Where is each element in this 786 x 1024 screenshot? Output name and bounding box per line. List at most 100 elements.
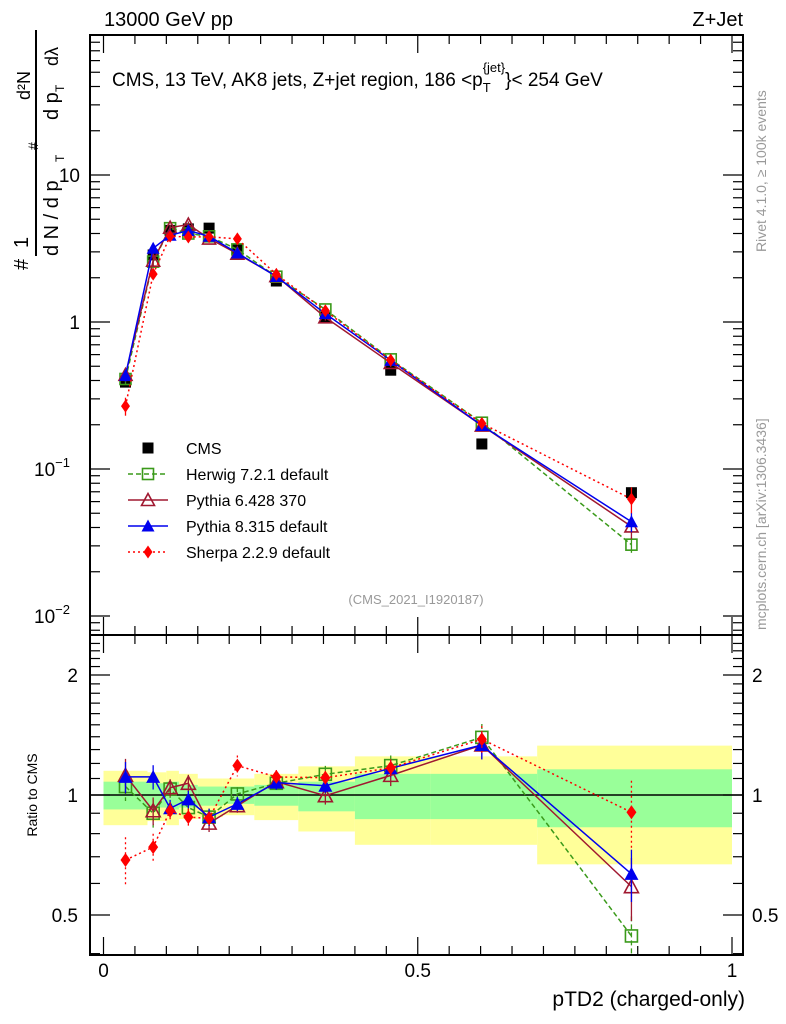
header-left: 13000 GeV pp: [104, 9, 233, 31]
data-point: [320, 304, 330, 318]
data-point: [477, 416, 487, 430]
y-tick-exponent: −2: [55, 602, 70, 617]
data-point: [232, 232, 242, 246]
data-point: [141, 519, 155, 532]
stat-uncertainty-band: [537, 769, 732, 828]
svg-text:T: T: [53, 154, 67, 162]
data-point: [146, 241, 160, 254]
data-point: [141, 467, 155, 481]
data-point: [382, 766, 400, 783]
x-tick-label: 0: [98, 961, 109, 982]
data-point: [271, 267, 281, 281]
data-point: [476, 732, 487, 747]
data-point: [203, 222, 215, 234]
data-point: [476, 438, 488, 450]
data-point: [230, 796, 245, 810]
data-point: [624, 515, 638, 528]
ratio-y-tick-label-right: 2: [752, 666, 763, 687]
analysis-id: (CMS_2021_I1920187): [348, 592, 483, 607]
legend-label: Pythia 6.428 370: [186, 493, 306, 510]
data-point: [120, 399, 130, 413]
legend-item: Herwig 7.2.1 default: [128, 467, 329, 484]
series-sherpa-2-2-9-default: [120, 229, 637, 887]
data-point: [204, 230, 214, 244]
data-point: [181, 223, 195, 236]
ratio-y-axis-label: Ratio to CMS: [24, 753, 40, 836]
svg-text:d p: d p: [41, 92, 63, 120]
x-tick-label: 0.5: [405, 961, 431, 982]
data-point: [232, 758, 243, 773]
data-point: [161, 779, 179, 795]
data-point: [118, 368, 132, 381]
y-tick-label: 10: [59, 166, 80, 187]
stat-uncertainty-band: [430, 773, 538, 820]
ratio-uncertainty-bands: [90, 745, 743, 865]
data-point: [385, 760, 396, 775]
legend-item: Pythia 8.315 default: [128, 519, 328, 536]
data-point: [625, 538, 638, 551]
data-point: [120, 852, 131, 867]
data-point: [142, 442, 154, 454]
y-tick-label: 10−2: [34, 602, 70, 628]
svg-text:dλ: dλ: [42, 47, 62, 66]
y-tick-exponent: −1: [55, 455, 70, 470]
svg-text:d²N: d²N: [14, 71, 34, 100]
data-point: [148, 267, 158, 281]
ratio-y-tick-label: 1: [67, 786, 78, 807]
series-layer: [117, 216, 640, 954]
legend-label: CMS: [186, 441, 222, 458]
data-point: [148, 840, 159, 855]
x-axis-label: pTD2 (charged-only): [552, 988, 745, 1011]
data-point: [386, 353, 396, 367]
data-point: [118, 769, 133, 783]
legend-item: CMS: [142, 441, 222, 458]
x-tick-label: 1: [727, 961, 738, 982]
stat-uncertainty-band: [197, 786, 223, 806]
data-point: [320, 770, 331, 785]
data-point: [165, 229, 175, 243]
svg-text:1: 1: [11, 237, 33, 248]
data-point: [144, 802, 162, 818]
data-point: [230, 246, 244, 259]
data-point: [626, 805, 637, 820]
y-tick-label: 10−1: [34, 455, 70, 481]
data-point: [143, 545, 153, 559]
series-line: [124, 235, 632, 500]
svg-text:T: T: [53, 84, 67, 92]
data-point: [385, 364, 397, 376]
data-point: [271, 769, 282, 784]
data-point: [626, 492, 636, 506]
data-point: [146, 769, 161, 783]
data-point: [204, 811, 215, 826]
mcplots-label: mcplots.cern.ch [arXiv:1306.3436]: [753, 418, 769, 630]
y-axis-label: # 1 d N / d p T # d²N d p T dλ: [11, 30, 67, 270]
legend-item: Pythia 6.428 370: [128, 491, 306, 510]
data-point: [317, 787, 334, 803]
data-point: [624, 866, 639, 880]
data-point: [165, 803, 176, 818]
data-point: [180, 774, 197, 791]
data-point: [624, 929, 639, 943]
legend: CMS Herwig 7.2.1 default Pythia 6.428 370 P…: [128, 441, 331, 562]
ratio-y-tick-label: 0.5: [52, 906, 78, 927]
data-point: [183, 810, 194, 825]
data-point: [183, 230, 193, 244]
plot-title: CMS, 13 TeV, AK8 jets, Z+jet region, 186…: [112, 60, 603, 95]
legend-item: Sherpa 2.2.9 default: [128, 545, 331, 562]
legend-label: Pythia 8.315 default: [186, 519, 328, 536]
legend-label: Sherpa 2.2.9 default: [186, 545, 331, 562]
ratio-y-tick-label-right: 0.5: [752, 906, 778, 927]
header-right: Z+Jet: [692, 9, 743, 31]
y-tick-label: 1: [69, 313, 80, 334]
svg-text:d N / d p: d N / d p: [41, 180, 63, 256]
svg-text:#: #: [25, 142, 41, 150]
data-point: [140, 491, 156, 507]
ratio-y-tick-label-right: 1: [752, 786, 763, 807]
legend-label: Herwig 7.2.1 default: [186, 467, 329, 484]
rivet-version-label: Rivet 4.1.0, ≥ 100k events: [753, 90, 769, 252]
data-point: [318, 778, 333, 792]
ratio-y-tick-label: 2: [67, 666, 78, 687]
svg-text:#: #: [11, 258, 33, 270]
data-point: [181, 792, 196, 806]
